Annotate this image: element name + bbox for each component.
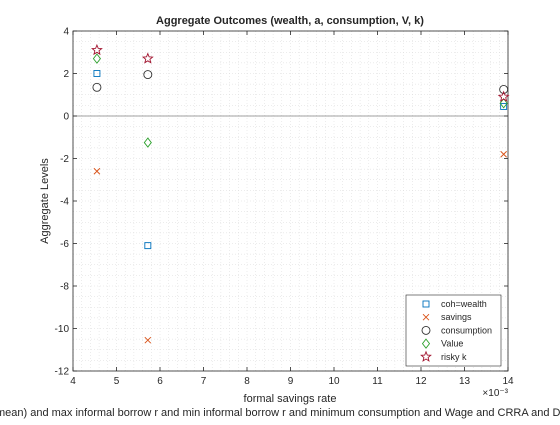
y-tick-label: -2 (60, 154, 69, 165)
point-circle-2-2 (499, 84, 509, 94)
legend-label-2: consumption (441, 325, 492, 335)
x-axis-exponent: ×10⁻³ (482, 388, 508, 399)
legend-marker-1 (422, 313, 430, 321)
x-tick-label: 7 (201, 376, 207, 387)
point-diamond-3-2 (499, 98, 508, 109)
legend-marker-3 (421, 338, 431, 349)
x-tick-label: 9 (288, 376, 294, 387)
y-axis-label: Aggregate Levels (39, 158, 51, 244)
point-diamond-3-0 (92, 53, 101, 64)
legend-marker-0 (422, 300, 430, 308)
legend-marker-2 (421, 325, 431, 335)
point-square-0-1 (144, 242, 152, 250)
x-tick-label: 8 (244, 376, 250, 387)
point-circle-2-1 (143, 70, 153, 80)
x-tick-label: 14 (502, 376, 514, 387)
x-tick-label: 12 (415, 376, 427, 387)
point-square-0-0 (93, 70, 101, 77)
point-x-1-2 (500, 150, 507, 158)
y-tick-label: -10 (55, 324, 70, 335)
point-circle-2-0 (92, 82, 102, 92)
y-tick-label: -6 (60, 239, 69, 250)
y-tick-label: 0 (63, 112, 69, 123)
x-tick-label: 6 (157, 376, 163, 387)
y-tick-label: -12 (55, 367, 70, 378)
legend-label-1: savings (441, 312, 472, 322)
legend-label-4: risky k (441, 352, 467, 362)
point-x-1-0 (93, 167, 101, 175)
point-square-0-2 (500, 102, 508, 110)
point-star-4-2 (497, 90, 510, 102)
figure-caption: mean) and max informal borrow r and min … (0, 407, 560, 419)
x-tick-label: 5 (114, 376, 120, 387)
legend-marker-4 (420, 350, 432, 362)
point-star-4-0 (91, 43, 103, 56)
legend-label-0: coh=wealth (441, 299, 487, 309)
x-axis-label: formal savings rate (244, 393, 337, 405)
legend: coh=wealth savings consumption Value risky k (405, 294, 502, 367)
y-tick-label: 2 (63, 69, 69, 80)
chart-title: Aggregate Outcomes (wealth, a, consumpti… (156, 15, 424, 27)
x-tick-label: 13 (459, 376, 471, 387)
y-tick-label: 4 (63, 27, 69, 38)
point-diamond-3-1 (143, 137, 152, 148)
point-x-1-1 (144, 336, 152, 344)
point-star-4-1 (141, 52, 154, 64)
x-tick-label: 11 (372, 376, 383, 387)
y-tick-label: -8 (60, 282, 69, 293)
x-tick-label: 4 (70, 376, 76, 387)
legend-label-3: Value (441, 339, 463, 349)
y-tick-label: -4 (60, 197, 69, 208)
x-tick-label: 10 (328, 376, 340, 387)
